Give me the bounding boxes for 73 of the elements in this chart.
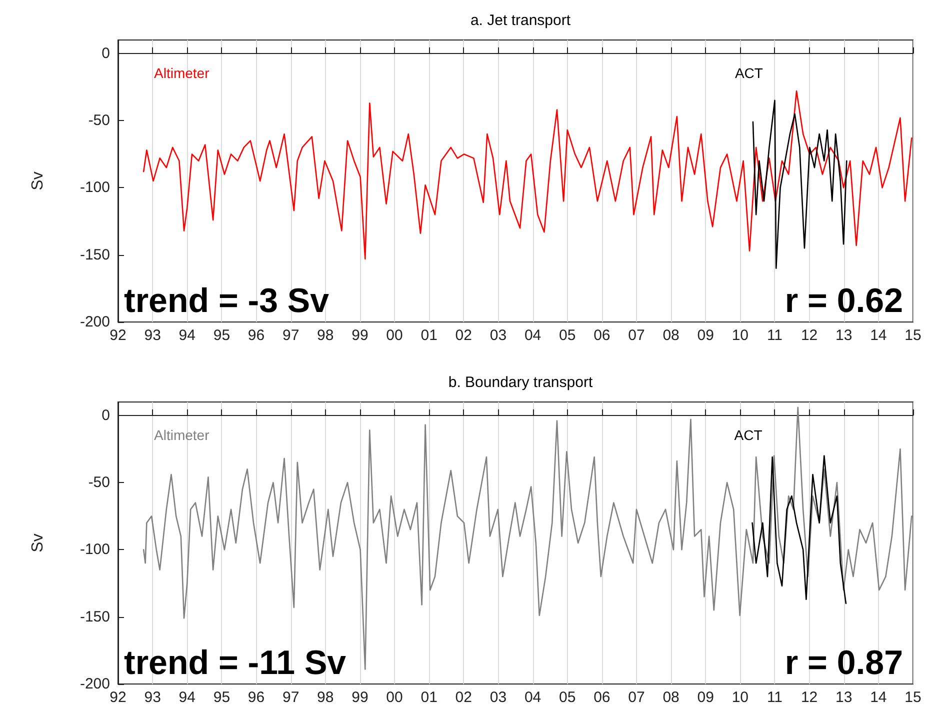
chart-title: b. Boundary transport [448,374,594,391]
x-tick-label: 97 [282,689,300,706]
x-tick-label: 96 [248,689,265,706]
annotation: trend = -11 Sv [124,644,346,682]
x-tick-label: 15 [904,689,922,706]
series-label: ACT [734,427,763,443]
y-axis-title: Sv [30,534,46,552]
y-tick-label: -200 [80,314,110,330]
x-tick-label: 97 [282,327,300,344]
line-series [752,455,847,604]
x-tick-label: 07 [628,689,645,706]
x-tick-label: 94 [178,327,196,344]
line-series [752,100,848,269]
x-tick-label: 09 [697,689,714,706]
x-tick-label: 10 [732,327,749,344]
annotation: trend = -3 Sv [124,282,330,320]
x-tick-label: 92 [110,327,126,344]
x-tick-label: 98 [317,689,334,706]
y-tick-label: 0 [102,406,110,424]
annotation: r = 0.62 [784,282,904,320]
x-tick-label: 08 [662,689,680,706]
y-tick-label: -150 [80,608,110,626]
y-axis-title: Sv [30,172,46,190]
x-tick-label: 01 [420,327,438,344]
text: Altimeter [154,427,210,443]
x-tick-label: 99 [352,327,368,344]
line-series [142,90,912,260]
x-tick-label: 13 [836,327,852,344]
x-tick-label: 94 [178,689,196,706]
x-tick-label: 02 [455,689,472,706]
x-tick-label: 08 [662,327,680,344]
y-tick-label: -100 [80,179,110,196]
text: Altimeter [154,65,210,81]
x-tick-label: 04 [524,327,542,344]
x-tick-label: 05 [559,327,576,344]
x-tick-label: 11 [766,689,783,706]
y-tick-label: -50 [88,112,110,130]
chart-title: a. Jet transport [470,12,572,29]
x-tick-label: 01 [420,689,438,706]
x-tick-label: 14 [870,327,887,344]
x-tick-label: 10 [732,689,749,706]
x-tick-label: 02 [455,327,472,344]
x-tick-label: 00 [386,689,403,706]
x-tick-label: 13 [836,689,852,706]
x-tick-label: 15 [904,327,922,344]
x-tick-label: 99 [352,689,368,706]
x-tick-label: 04 [524,689,542,706]
x-tick-label: 09 [697,327,714,344]
x-tick-label: 11 [766,327,783,344]
x-tick-label: 06 [594,327,610,344]
x-tick-label: 00 [386,327,403,344]
y-tick-label: 0 [102,44,110,62]
annotation: r = 0.87 [784,644,904,682]
y-tick-label: -50 [88,474,110,492]
x-tick-label: 95 [213,327,230,344]
series-label: ACT [734,65,764,81]
x-tick-label: 05 [559,689,576,706]
x-tick-label: 03 [490,689,507,706]
x-tick-label: 96 [248,327,265,344]
x-tick-label: 12 [800,327,818,344]
y-tick-label: -150 [80,246,110,264]
y-tick-label: -100 [80,541,110,558]
x-tick-label: 95 [213,689,230,706]
x-tick-label: 12 [800,689,818,706]
x-tick-label: 93 [144,327,161,344]
x-tick-label: 93 [144,689,161,706]
x-tick-label: 07 [628,327,645,344]
x-tick-label: 03 [490,327,507,344]
y-tick-label: -200 [80,676,110,692]
x-tick-label: 98 [317,327,334,344]
x-tick-label: 92 [110,689,126,706]
x-tick-label: 06 [594,689,610,706]
x-tick-label: 14 [870,689,887,706]
